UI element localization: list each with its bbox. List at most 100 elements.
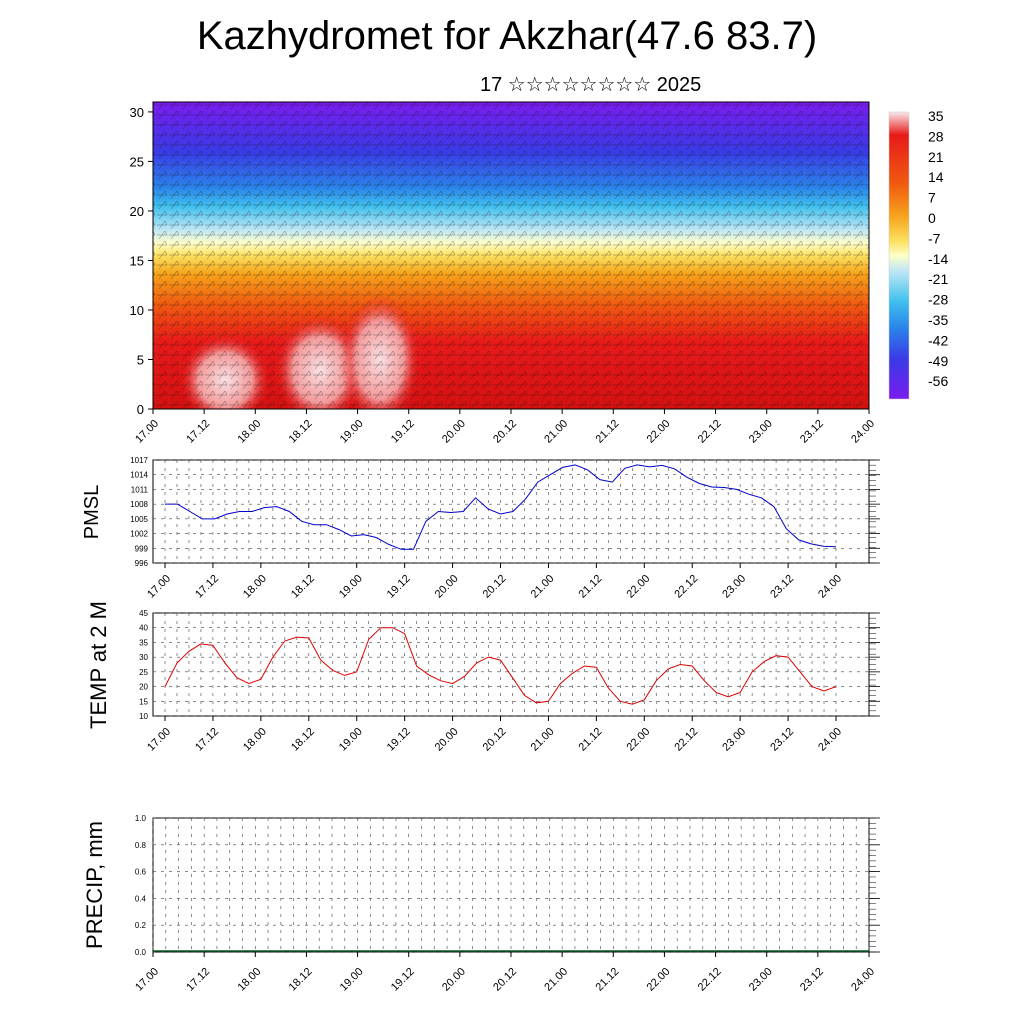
pmsl-ylabel: PMSL <box>81 485 103 539</box>
x-tick-label: 17.12 <box>193 726 221 754</box>
x-tick-label: 18.12 <box>289 573 317 601</box>
y-tick-label: 1014 <box>130 471 148 480</box>
y-tick-label: 0.2 <box>135 921 147 930</box>
colorbar-scale <box>888 111 910 400</box>
x-tick-label: 19.00 <box>337 573 365 601</box>
cs-x-tick-label: 17.12 <box>184 418 212 446</box>
y-tick-label: 40 <box>139 624 148 633</box>
x-tick-label: 17.12 <box>184 966 212 994</box>
y-tick-label: 10 <box>139 712 148 721</box>
x-tick-label: 22.00 <box>624 726 652 754</box>
cs-y-tick-label: 0 <box>137 402 144 417</box>
cs-y-tick-label: 5 <box>137 352 144 367</box>
cross-section-x-axis: 17.00 17.12 18.00 18.12 19.00 19.12 20.00 20.12… <box>133 409 877 446</box>
cs-x-tick-label: 23.12 <box>798 418 826 446</box>
x-tick-label: 19.12 <box>385 726 413 754</box>
x-tick-label: 23.00 <box>720 726 748 754</box>
y-tick-label: 1008 <box>130 500 148 509</box>
x-tick-label: 20.12 <box>481 573 509 601</box>
colorbar: 35 28 21 14 7 0 -7 -14 -21 -28 -35 -42 -49 -56 <box>888 108 948 400</box>
y-tick-label: 1011 <box>131 485 149 494</box>
cs-x-tick-label: 18.12 <box>287 418 315 446</box>
x-tick-label: 18.12 <box>287 966 315 994</box>
temp-series-line <box>164 627 837 705</box>
colorbar-label: 21 <box>928 149 944 165</box>
x-tick-label: 19.12 <box>389 966 417 994</box>
x-tick-label: 21.12 <box>593 966 621 994</box>
y-tick-label: 30 <box>139 653 148 662</box>
y-tick-label: 0.6 <box>135 868 147 877</box>
x-tick-label: 24.00 <box>816 726 844 754</box>
cs-x-tick-label: 21.00 <box>542 418 570 446</box>
y-tick-label: 15 <box>139 697 148 706</box>
colorbar-label: 28 <box>928 128 944 144</box>
x-tick-label: 18.12 <box>289 726 317 754</box>
page-subtitle: 17 ☆☆☆☆☆☆☆☆ 2025 <box>480 74 702 96</box>
x-tick-label: 19.00 <box>338 966 366 994</box>
cs-x-tick-label: 23.00 <box>747 418 775 446</box>
x-tick-label: 17.00 <box>145 573 173 601</box>
cross-section-y-axis: 0 5 10 15 20 25 30 <box>130 105 153 417</box>
cs-y-tick-label: 20 <box>130 204 144 219</box>
x-tick-label: 21.00 <box>542 966 570 994</box>
x-tick-label: 19.00 <box>337 726 365 754</box>
x-tick-label: 22.12 <box>672 573 700 601</box>
y-tick-label: 1005 <box>130 515 148 524</box>
cs-x-tick-label: 22.12 <box>696 418 724 446</box>
x-tick-label: 18.00 <box>235 966 263 994</box>
pmsl-series-line <box>165 464 837 550</box>
colorbar-label: -7 <box>928 230 941 246</box>
y-tick-label: 20 <box>139 683 148 692</box>
x-tick-label: 23.12 <box>768 573 796 601</box>
y-tick-label: 0.8 <box>135 841 147 850</box>
colorbar-label: -49 <box>928 353 948 369</box>
y-tick-label: 35 <box>139 638 148 647</box>
colorbar-label: -14 <box>928 251 948 267</box>
colorbar-label: -56 <box>928 373 948 389</box>
pmsl-panel: 996 999 1002 1005 1008 1011 1014 1017 17.00 17.12… <box>81 456 880 601</box>
wind-barbs-overlay <box>153 102 869 409</box>
x-tick-label: 23.12 <box>768 726 796 754</box>
precip-ylabel: PRECIP, mm <box>82 821 107 949</box>
cs-x-tick-label: 20.12 <box>491 418 519 446</box>
y-tick-label: 45 <box>139 609 148 618</box>
x-tick-label: 20.00 <box>433 726 461 754</box>
x-tick-label: 22.00 <box>624 573 652 601</box>
colorbar-label: -28 <box>928 292 948 308</box>
y-tick-label: 1017 <box>130 456 148 465</box>
x-tick-label: 20.00 <box>433 573 461 601</box>
cs-x-tick-label: 17.00 <box>133 418 161 446</box>
x-tick-label: 20.12 <box>481 726 509 754</box>
temp-panel: 10 15 20 25 30 35 40 45 17.00 17.12 18.00 18.12 19.0… <box>86 601 880 754</box>
cs-x-tick-label: 21.12 <box>593 418 621 446</box>
cs-x-tick-label: 20.00 <box>440 418 468 446</box>
x-tick-label: 20.00 <box>440 966 468 994</box>
cs-x-tick-label: 22.00 <box>645 418 673 446</box>
colorbar-label: 14 <box>928 169 944 185</box>
y-tick-label: 0.0 <box>135 948 147 957</box>
x-tick-label: 23.00 <box>720 573 748 601</box>
colorbar-label: -42 <box>928 332 948 348</box>
colorbar-label: -21 <box>928 271 948 287</box>
precip-panel: 0.0 0.2 0.4 0.6 0.8 1.0 17.00 17.12 18.00 18.12 19… <box>82 814 880 994</box>
colorbar-label: 35 <box>928 108 944 124</box>
cs-y-tick-label: 15 <box>130 253 144 268</box>
y-tick-label: 999 <box>135 544 149 553</box>
cs-x-tick-label: 19.00 <box>338 418 366 446</box>
x-tick-label: 22.12 <box>672 726 700 754</box>
cs-y-tick-label: 25 <box>130 154 144 169</box>
cs-x-tick-label: 19.12 <box>389 418 417 446</box>
x-tick-label: 19.12 <box>385 573 413 601</box>
x-tick-label: 20.12 <box>491 966 519 994</box>
x-tick-label: 17.00 <box>133 966 161 994</box>
x-tick-label: 24.00 <box>816 573 844 601</box>
colorbar-label: 0 <box>928 210 936 226</box>
temp-ylabel: TEMP at 2 M <box>86 601 111 729</box>
x-tick-label: 21.00 <box>529 573 557 601</box>
x-tick-label: 21.12 <box>577 573 605 601</box>
colorbar-label: -35 <box>928 312 948 328</box>
x-tick-label: 24.00 <box>849 966 877 994</box>
x-tick-label: 21.12 <box>577 726 605 754</box>
cs-x-tick-label: 24.00 <box>849 418 877 446</box>
x-tick-label: 21.00 <box>529 726 557 754</box>
